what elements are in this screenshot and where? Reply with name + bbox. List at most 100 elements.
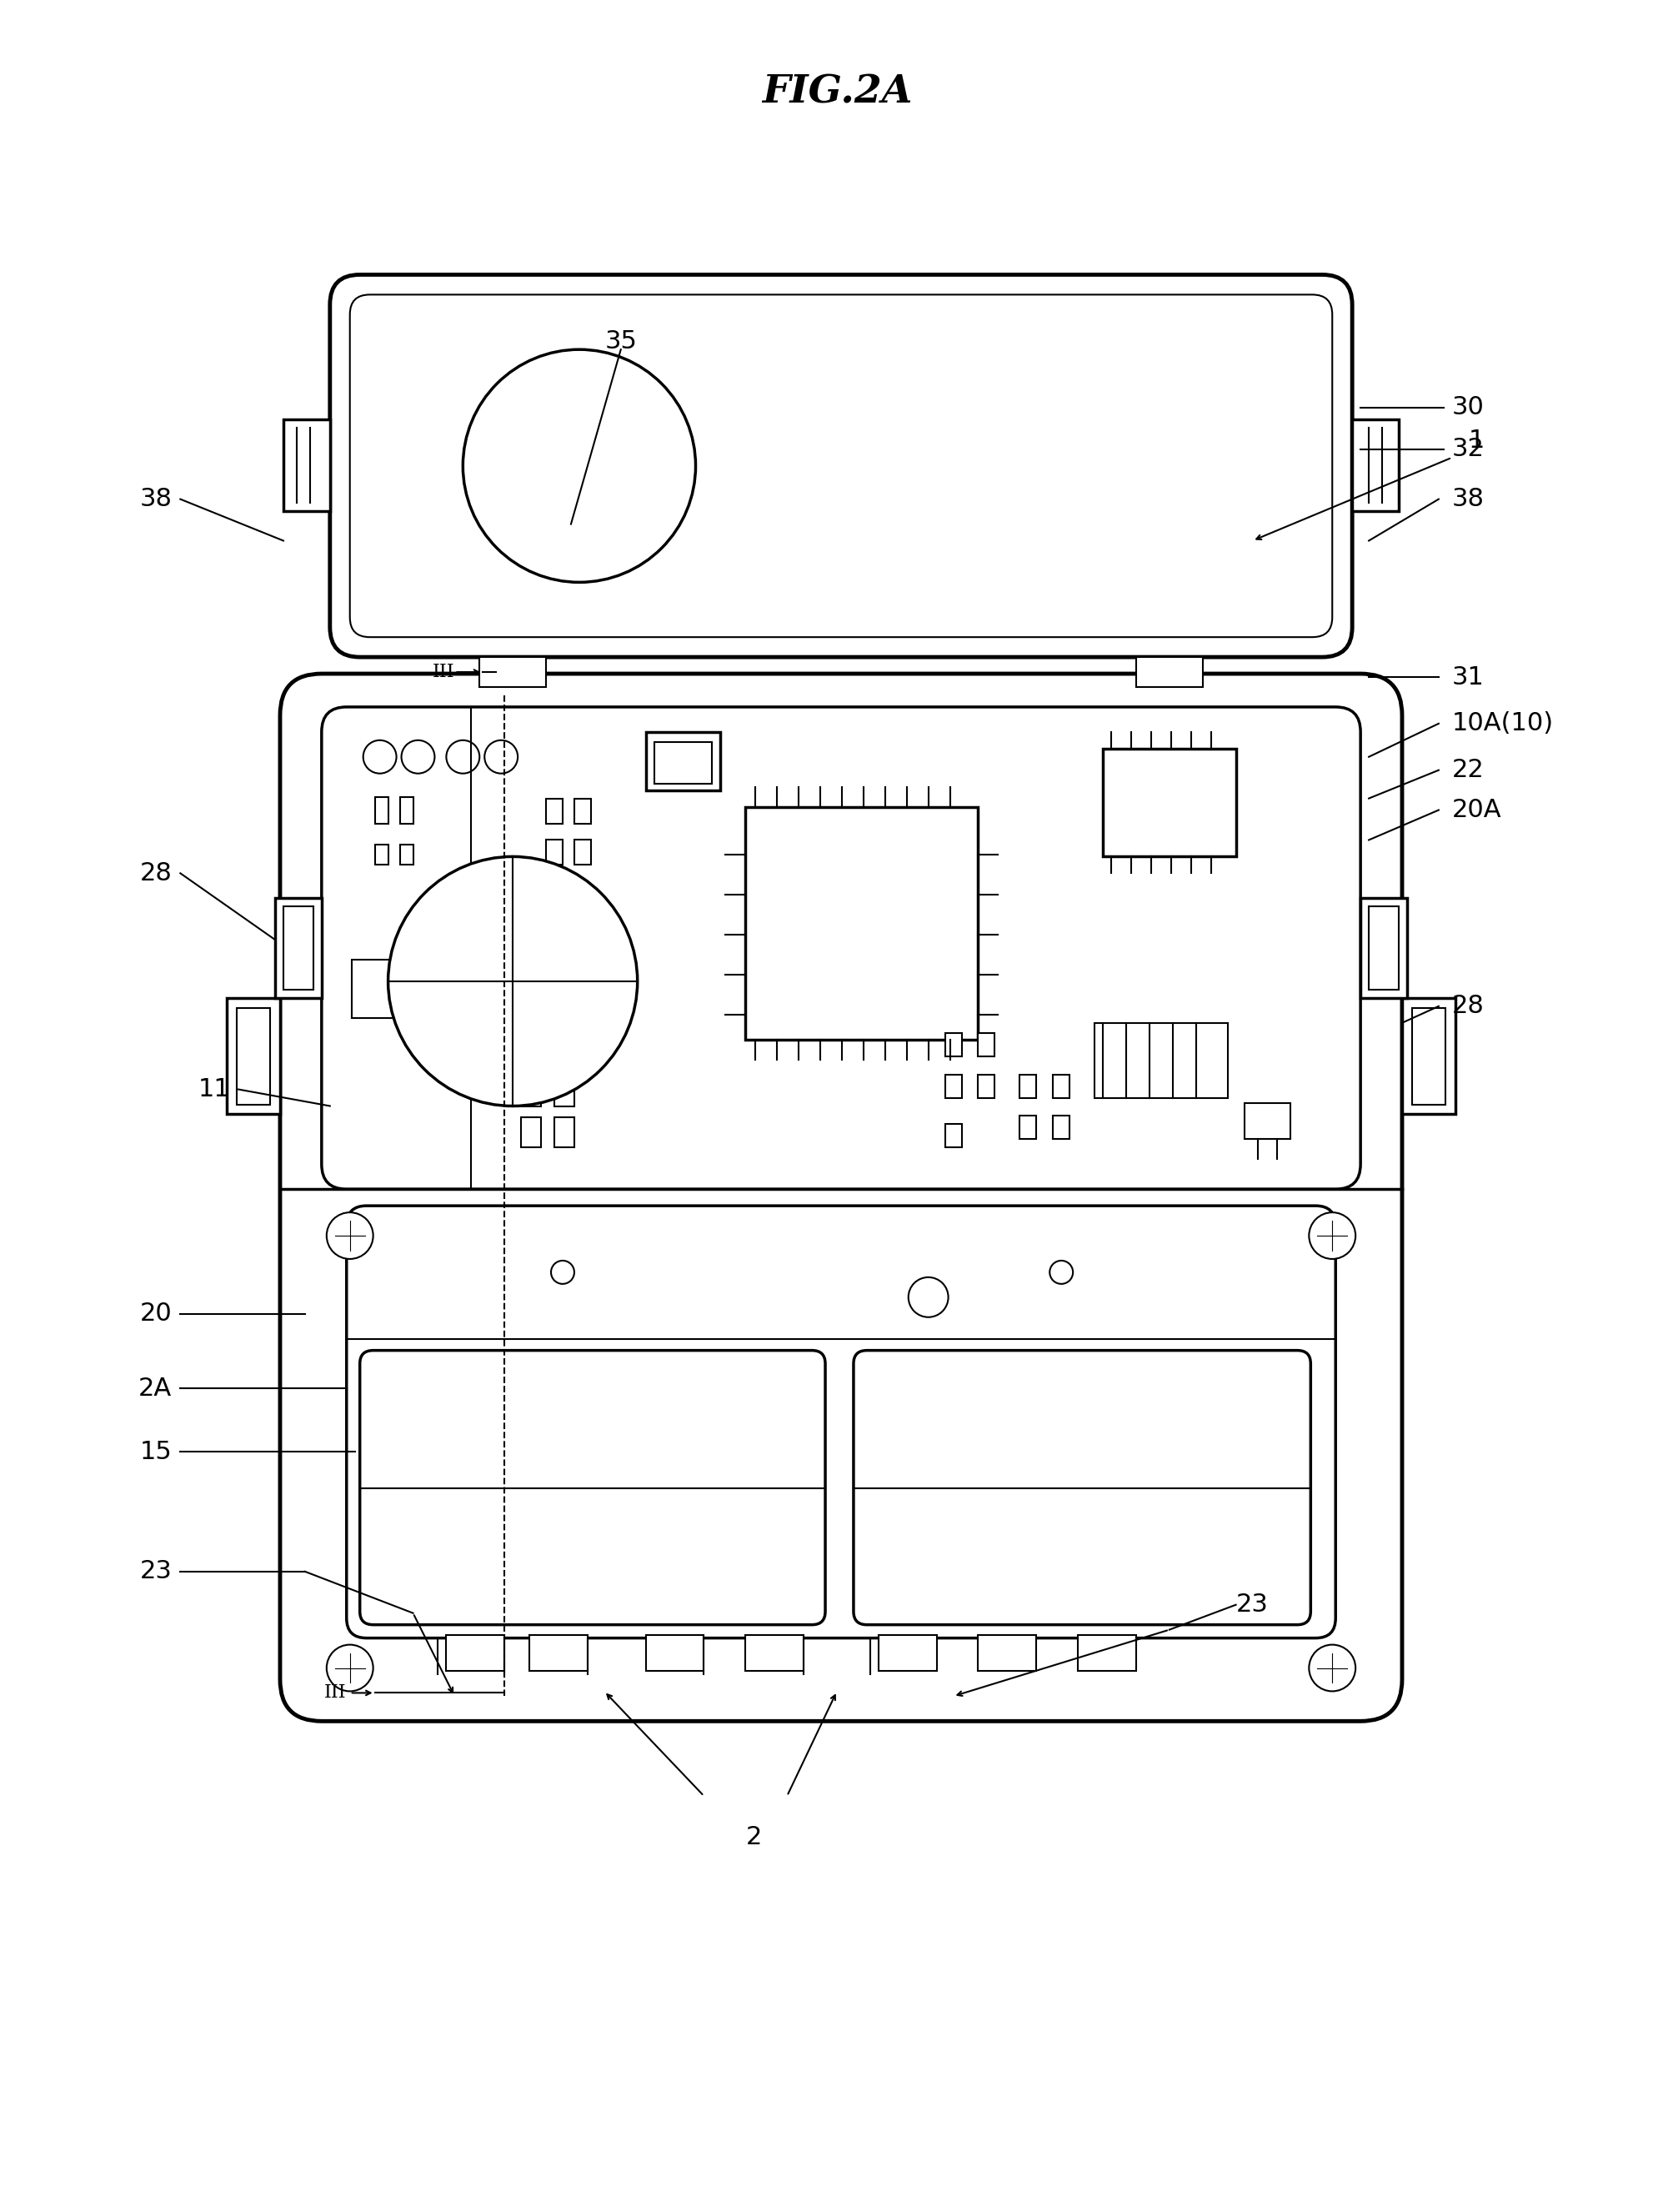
FancyBboxPatch shape [853, 1349, 1310, 1626]
Bar [1352, 420, 1399, 511]
Text: 22: 22 [1450, 759, 1484, 783]
Text: 32: 32 [1450, 438, 1484, 462]
Bar [699, 1418, 738, 1447]
Circle shape [1049, 1261, 1072, 1283]
Text: 15: 15 [139, 1440, 172, 1464]
Bar [646, 1635, 704, 1672]
Bar [545, 799, 562, 823]
Circle shape [326, 1212, 373, 1259]
Bar [977, 1075, 994, 1097]
Bar [646, 1371, 686, 1400]
FancyBboxPatch shape [279, 675, 1402, 1721]
Bar [1243, 1102, 1290, 1139]
Bar [283, 907, 313, 989]
FancyBboxPatch shape [360, 1349, 825, 1626]
Bar [601, 1517, 800, 1608]
Bar [927, 1418, 965, 1447]
Bar [375, 845, 388, 865]
Bar [485, 1371, 525, 1400]
Bar [375, 796, 388, 823]
Bar [646, 1502, 686, 1524]
Bar [977, 1635, 1036, 1672]
Bar [529, 1635, 587, 1672]
Text: 23: 23 [139, 1559, 172, 1584]
Bar [927, 1371, 965, 1400]
Bar [228, 998, 279, 1115]
Text: 23: 23 [1235, 1593, 1268, 1617]
Bar [751, 1418, 791, 1447]
Bar [380, 1371, 420, 1400]
Bar [433, 1371, 473, 1400]
Circle shape [326, 1646, 373, 1692]
Bar [873, 1371, 913, 1400]
Bar [592, 1371, 632, 1400]
Text: 2: 2 [746, 1825, 761, 1849]
Bar [878, 1635, 937, 1672]
FancyBboxPatch shape [346, 1206, 1335, 1639]
Bar [1032, 1418, 1072, 1447]
Bar [1412, 1009, 1444, 1104]
Bar [646, 732, 719, 790]
Bar [283, 420, 330, 511]
Circle shape [550, 1261, 574, 1283]
Bar [539, 1371, 579, 1400]
Bar [1019, 1075, 1036, 1097]
Bar [554, 1073, 574, 1106]
Bar [545, 841, 562, 865]
Circle shape [463, 349, 696, 582]
Bar [977, 1033, 994, 1055]
Text: 38: 38 [1450, 487, 1484, 511]
Bar [520, 1117, 540, 1148]
Text: 1: 1 [1467, 429, 1484, 453]
Bar [646, 1418, 686, 1447]
Circle shape [908, 1276, 949, 1316]
Bar [744, 807, 977, 1040]
Circle shape [402, 741, 435, 774]
Text: 28: 28 [1450, 993, 1484, 1018]
Text: III: III [432, 664, 455, 681]
Bar [1052, 1117, 1069, 1139]
Bar [873, 1418, 913, 1447]
Bar [574, 841, 591, 865]
Text: 28: 28 [139, 860, 172, 885]
Bar [400, 796, 413, 823]
FancyBboxPatch shape [330, 274, 1352, 657]
Bar [1052, 1075, 1069, 1097]
Bar [447, 1635, 504, 1672]
Text: 2A: 2A [139, 1376, 172, 1400]
Bar [397, 1365, 520, 1389]
Bar [654, 741, 713, 783]
Bar [574, 799, 591, 823]
Text: 10A(10): 10A(10) [1450, 712, 1553, 737]
Circle shape [483, 741, 517, 774]
Bar [870, 1513, 1293, 1608]
Bar [979, 1371, 1019, 1400]
Bar [274, 898, 321, 998]
Bar [380, 1502, 420, 1524]
Bar [539, 1418, 579, 1447]
Text: 30: 30 [1450, 396, 1484, 420]
FancyBboxPatch shape [321, 708, 1360, 1190]
Circle shape [1308, 1212, 1355, 1259]
Bar [744, 1635, 803, 1672]
Bar [1019, 1117, 1036, 1139]
Bar [400, 845, 413, 865]
Bar [1032, 1371, 1072, 1400]
Bar [1402, 998, 1454, 1115]
Text: FIG.2A: FIG.2A [761, 73, 912, 111]
Text: 38: 38 [139, 487, 172, 511]
Bar [751, 1502, 791, 1524]
Bar [397, 1214, 520, 1365]
Bar [433, 1502, 473, 1524]
Bar [539, 1502, 579, 1524]
Circle shape [388, 856, 637, 1106]
Bar [485, 1502, 525, 1524]
Circle shape [363, 741, 397, 774]
Bar [351, 960, 398, 1018]
Bar [236, 1009, 269, 1104]
Bar [945, 1033, 960, 1055]
Bar [751, 1371, 791, 1400]
Bar [699, 1371, 738, 1400]
Text: 35: 35 [604, 330, 637, 354]
Bar [520, 1073, 540, 1106]
